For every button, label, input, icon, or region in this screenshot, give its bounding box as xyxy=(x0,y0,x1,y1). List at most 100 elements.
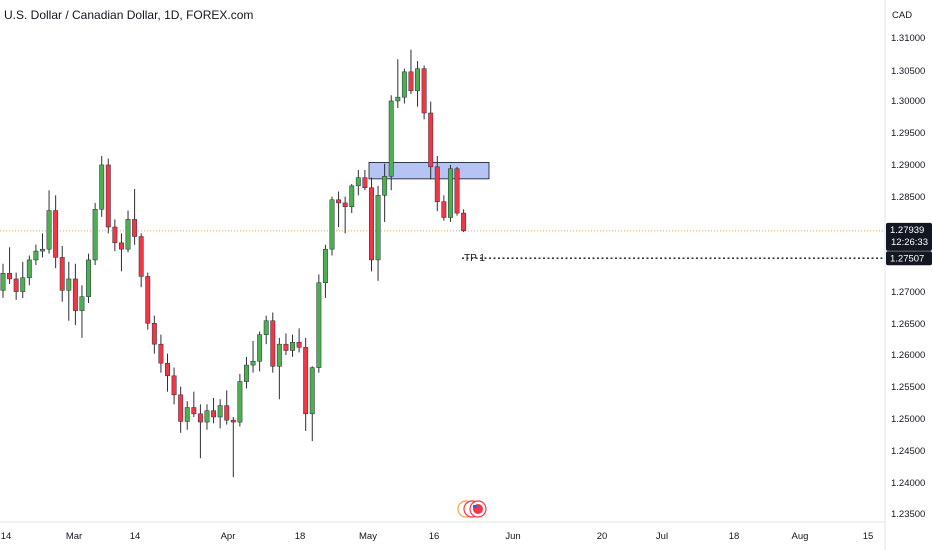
price-tick-label: 1.27000 xyxy=(891,287,925,298)
candle-down[interactable] xyxy=(428,112,434,168)
candle-up[interactable] xyxy=(263,320,269,335)
candle-down[interactable] xyxy=(151,323,157,345)
candle-down[interactable] xyxy=(158,343,164,364)
candle-down[interactable] xyxy=(461,212,467,232)
candle-up[interactable] xyxy=(349,185,355,207)
candle-up[interactable] xyxy=(79,296,85,311)
candle-up[interactable] xyxy=(329,199,335,250)
candle-down[interactable] xyxy=(13,278,19,292)
candle-down[interactable] xyxy=(59,257,65,291)
economic-events-icon[interactable] xyxy=(457,500,487,518)
candles-group xyxy=(0,49,467,478)
candle-down[interactable] xyxy=(72,278,78,311)
candle-up[interactable] xyxy=(0,272,6,291)
candle-down[interactable] xyxy=(224,405,230,421)
candle-down[interactable] xyxy=(362,177,368,188)
candle-down[interactable] xyxy=(118,242,124,250)
candle-down[interactable] xyxy=(138,236,144,277)
candle-down[interactable] xyxy=(197,413,203,423)
candle-up[interactable] xyxy=(244,364,249,382)
candle-down[interactable] xyxy=(303,347,309,415)
chart-title: U.S. Dollar / Canadian Dollar, 1D, FOREX… xyxy=(4,8,253,22)
candle-down[interactable] xyxy=(270,320,276,367)
candle-up[interactable] xyxy=(86,259,91,297)
time-axis-labels: 14 Mar 14 Apr 18 May 16 Jun 20 Jul 18 Au… xyxy=(1,531,874,542)
candle-down[interactable] xyxy=(296,342,302,348)
candle-up[interactable] xyxy=(401,71,407,98)
time-tick-label: 16 xyxy=(429,531,440,542)
candle-down[interactable] xyxy=(191,407,197,415)
time-tick-label: 20 xyxy=(597,531,608,542)
candle-up[interactable] xyxy=(217,405,223,418)
candle-up[interactable] xyxy=(250,361,256,366)
price-tick-label: 1.26500 xyxy=(891,319,925,330)
candle-down[interactable] xyxy=(230,419,236,423)
candle-up[interactable] xyxy=(290,342,295,351)
candle-up[interactable] xyxy=(33,250,39,261)
candle-down[interactable] xyxy=(53,210,59,258)
candle-up[interactable] xyxy=(184,407,190,422)
candle-up[interactable] xyxy=(204,410,210,423)
price-tick-label: 1.25500 xyxy=(891,382,925,393)
candle-up[interactable] xyxy=(92,209,98,261)
candle-up[interactable] xyxy=(382,176,388,196)
candle-up[interactable] xyxy=(46,210,52,250)
price-tick-label: 1.31000 xyxy=(891,33,925,44)
price-tick-label: 1.24000 xyxy=(891,478,925,489)
candle-down[interactable] xyxy=(434,166,440,202)
candle-up[interactable] xyxy=(355,177,361,187)
candle-up[interactable] xyxy=(26,259,32,278)
price-tick-label: 1.30000 xyxy=(891,96,925,107)
candle-up[interactable] xyxy=(375,195,381,261)
price-axis-ticks: 1.31000 1.30500 1.30000 1.29500 1.29000 … xyxy=(891,33,925,520)
candle-up[interactable] xyxy=(388,100,394,177)
candle-down[interactable] xyxy=(421,68,427,114)
candle-down[interactable] xyxy=(171,375,177,396)
candle-down[interactable] xyxy=(336,199,342,204)
candle-up[interactable] xyxy=(316,282,322,368)
candle-up[interactable] xyxy=(125,219,131,250)
candle-down[interactable] xyxy=(211,410,217,418)
time-tick-label: 14 xyxy=(130,531,141,542)
candle-up[interactable] xyxy=(276,343,282,367)
candle-down[interactable] xyxy=(178,394,184,422)
candle-up[interactable] xyxy=(395,96,401,102)
price-tick-label: 1.26000 xyxy=(891,350,925,361)
price-tick-label: 1.25000 xyxy=(891,414,925,425)
candle-down[interactable] xyxy=(105,164,111,228)
candle-down[interactable] xyxy=(408,71,414,92)
candle-down[interactable] xyxy=(145,276,151,324)
candle-up[interactable] xyxy=(237,381,243,423)
time-tick-label: May xyxy=(359,531,377,542)
candle-up[interactable] xyxy=(322,248,328,283)
time-tick-label: Apr xyxy=(221,531,236,542)
time-tick-label: Jul xyxy=(656,531,668,542)
time-tick-label: 18 xyxy=(729,531,740,542)
price-axis-currency: CAD xyxy=(892,10,912,21)
time-tick-label: 15 xyxy=(863,531,874,542)
candle-down[interactable] xyxy=(132,219,138,237)
price-tick-label: 1.24500 xyxy=(891,446,925,457)
candle-down[interactable] xyxy=(7,272,13,280)
candle-down[interactable] xyxy=(283,343,289,351)
candle-up[interactable] xyxy=(40,248,45,252)
time-tick-label: Jun xyxy=(505,531,520,542)
candle-down[interactable] xyxy=(112,226,118,244)
candle-down[interactable] xyxy=(454,168,460,214)
last-price-value: 1.27939 xyxy=(890,225,924,236)
candle-up[interactable] xyxy=(66,278,72,291)
candle-up[interactable] xyxy=(99,164,105,210)
candle-up[interactable] xyxy=(415,68,420,92)
price-tick-label: 1.28500 xyxy=(891,192,925,203)
candle-down[interactable] xyxy=(342,202,348,207)
candle-down[interactable] xyxy=(441,201,447,218)
candle-up[interactable] xyxy=(447,168,453,218)
tp-price-value: 1.27507 xyxy=(890,254,924,265)
candle-up[interactable] xyxy=(309,367,315,415)
candle-down[interactable] xyxy=(369,187,374,261)
candle-up[interactable] xyxy=(257,334,263,362)
candle-down[interactable] xyxy=(165,362,170,377)
tp-price-badge: 1.27507 xyxy=(886,251,932,266)
candle-up[interactable] xyxy=(20,277,26,292)
